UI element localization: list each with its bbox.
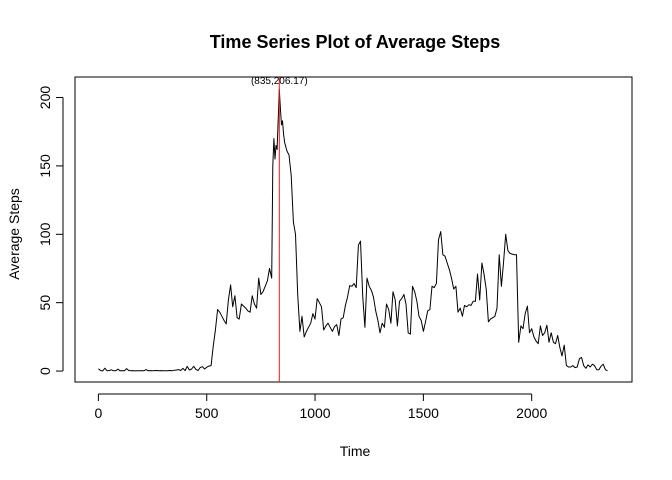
chart-title: Time Series Plot of Average Steps [210, 32, 500, 52]
y-tick-label-4: 200 [37, 86, 53, 110]
y-tick-label-3: 150 [37, 154, 53, 178]
x-tick-label-2: 1000 [299, 405, 330, 421]
y-axis-label: Average Steps [6, 188, 22, 280]
series-line-0 [98, 88, 608, 372]
x-tick-label-1: 500 [195, 405, 219, 421]
plot-frame [74, 76, 633, 383]
max-annotation: (835,206.17) [251, 76, 308, 87]
plot-area: 0 500 1000 1500 2000 0 50 100 150 200 (835,206.17) [37, 76, 633, 421]
y-tick-label-2: 100 [37, 222, 53, 246]
y-tick-label-0: 0 [37, 367, 53, 375]
x-axis-label: Time [340, 443, 371, 459]
x-tick-label-3: 1500 [408, 405, 439, 421]
x-tick-label-0: 0 [94, 405, 102, 421]
x-tick-label-4: 2000 [516, 405, 547, 421]
y-tick-label-1: 50 [37, 295, 53, 311]
